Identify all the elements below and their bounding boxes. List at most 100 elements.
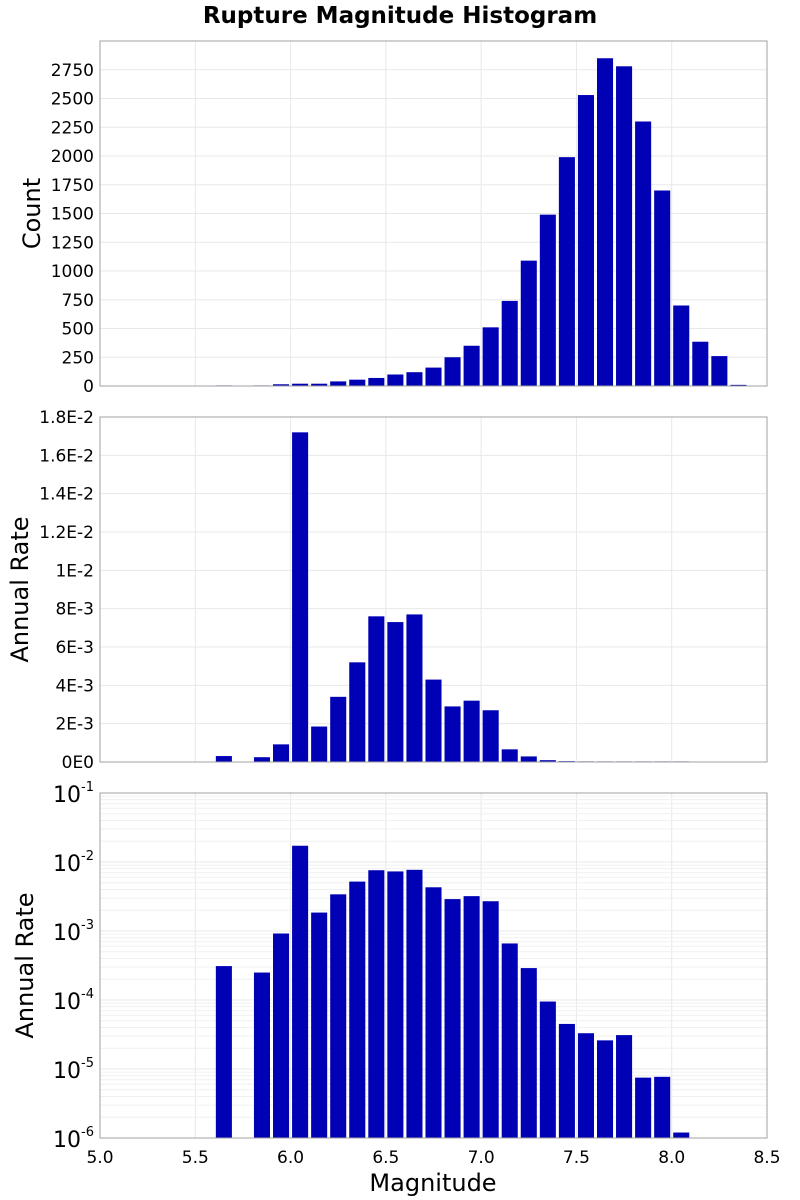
- histogram-bar: [444, 899, 461, 1138]
- y-axis-label: Annual Rate: [11, 892, 39, 1038]
- histogram-bar: [482, 901, 499, 1138]
- histogram-bar: [635, 121, 652, 386]
- y-tick-label: 1.4E-2: [39, 485, 94, 505]
- y-tick-label: 10-4: [53, 987, 94, 1015]
- y-tick-label: 10-5: [53, 1056, 94, 1084]
- y-tick-label: 1.6E-2: [39, 446, 94, 466]
- plot-frame: [99, 416, 768, 763]
- y-tick-label: 10-1: [53, 780, 94, 808]
- histogram-bar: [539, 1001, 556, 1138]
- y-tick-label: 1500: [51, 205, 94, 225]
- histogram-bar: [215, 756, 232, 762]
- histogram-bar: [330, 894, 347, 1138]
- histogram-bar: [368, 870, 385, 1138]
- histogram-bar: [463, 700, 480, 762]
- histogram-bar: [368, 616, 385, 762]
- y-tick-label: 1.2E-2: [39, 523, 94, 543]
- y-tick-label: 0E0: [62, 753, 94, 773]
- histogram-bar: [463, 345, 480, 386]
- y-tick-label: 2250: [51, 118, 94, 138]
- y-tick-label: 2000: [51, 147, 94, 167]
- x-axis: 5.0 5.5 6.0 6.5 7.0 7.5 8.0 8.5: [86, 1148, 780, 1168]
- histogram-bar: [692, 341, 709, 386]
- histogram-bar: [730, 384, 747, 386]
- histogram-bar: [406, 372, 423, 386]
- x-tick-label: 5.5: [182, 1148, 209, 1168]
- chart-panels: 0 250 500 750 1000 1250 1500 1750 2000 2250 2500 27…: [6, 40, 768, 1153]
- histogram-bar: [292, 845, 309, 1138]
- histogram-bar: [558, 1023, 575, 1138]
- histogram-bar: [253, 972, 271, 1138]
- histogram-bar: [349, 881, 366, 1138]
- histogram-bar: [616, 1035, 633, 1138]
- y-tick-label: 2E-3: [55, 715, 94, 735]
- y-tick-label: 10-2: [53, 849, 94, 877]
- histogram-bar: [673, 305, 690, 386]
- x-tick-label: 8.5: [753, 1148, 780, 1168]
- histogram-bar: [273, 933, 290, 1138]
- x-tick-label: 8.0: [658, 1148, 685, 1168]
- x-tick-label: 6.0: [277, 1148, 304, 1168]
- y-tick-label: 10-3: [53, 918, 94, 946]
- histogram-bar: [539, 760, 556, 762]
- histogram-bar: [596, 58, 614, 386]
- histogram-bar: [273, 744, 290, 762]
- panel-1: 0 250 500 750 1000 1250 1500 1750 2000 2250 2500 27…: [18, 40, 768, 397]
- y-tick-label: 6E-3: [55, 638, 94, 658]
- chart-title: Rupture Magnitude Histogram: [203, 3, 597, 29]
- histogram-bar: [596, 1040, 614, 1138]
- y-tick-label: 1.8E-2: [39, 408, 94, 428]
- histogram-bar: [444, 357, 461, 386]
- histogram-bar: [387, 374, 404, 386]
- histogram-bar: [311, 383, 328, 386]
- histogram-bar: [577, 95, 594, 387]
- histogram-bar: [463, 896, 480, 1138]
- histogram-bar: [349, 379, 366, 386]
- y-tick-label: 1E-2: [55, 561, 94, 581]
- histogram-bar: [501, 300, 518, 386]
- y-tick-label: 1000: [51, 262, 94, 282]
- histogram-bar: [616, 66, 633, 387]
- histogram-bar: [253, 757, 271, 762]
- histogram-bar: [482, 327, 499, 386]
- y-tick-label: 500: [62, 320, 94, 340]
- histogram-bar: [330, 696, 347, 762]
- x-tick-label: 5.0: [86, 1148, 113, 1168]
- histogram-bar: [673, 1132, 690, 1138]
- y-tick-label: 4E-3: [55, 676, 94, 696]
- histogram-bar: [215, 966, 232, 1138]
- panel-3: 10-6 10-5 10-4 10-3 10-2 10-1 Annual Rate: [11, 780, 768, 1153]
- histogram-bar: [501, 943, 518, 1138]
- histogram-bar: [292, 432, 309, 762]
- histogram-bar: [539, 214, 556, 386]
- y-tick-label: 250: [62, 348, 94, 368]
- y-tick-label: 8E-3: [55, 600, 94, 620]
- x-tick-label: 7.5: [563, 1148, 590, 1168]
- y-tick-label: 1250: [51, 233, 94, 253]
- histogram-bar: [387, 622, 404, 762]
- histogram-bar: [501, 749, 518, 762]
- histogram-bar: [368, 377, 385, 386]
- y-tick-label: 750: [62, 291, 94, 311]
- x-tick-label: 7.0: [468, 1148, 495, 1168]
- panel-2: 0E0 2E-3 4E-3 6E-3 8E-3 1E-2 1.2E-2 1.4E-2 1.6E-…: [6, 408, 768, 773]
- histogram-bar: [349, 662, 366, 762]
- histogram-bar: [292, 383, 309, 386]
- y-tick-label: 2500: [51, 90, 94, 110]
- x-tick-label: 6.5: [372, 1148, 399, 1168]
- y-tick-label: 10-6: [53, 1125, 94, 1153]
- histogram-bar: [406, 869, 423, 1138]
- plot-frame: [99, 40, 768, 387]
- y-axis-label: Count: [18, 178, 46, 249]
- histogram-bar: [711, 356, 728, 386]
- histogram-bar: [520, 756, 537, 762]
- histogram-bar: [558, 157, 575, 386]
- histogram-bar: [425, 887, 442, 1138]
- histogram-bar: [482, 710, 499, 762]
- histogram-bar: [520, 260, 537, 386]
- histogram-bar: [330, 381, 347, 386]
- histogram-bar: [520, 968, 537, 1138]
- histogram-bar: [444, 706, 461, 762]
- y-axis-label: Annual Rate: [6, 516, 34, 662]
- histogram-bar: [311, 726, 328, 762]
